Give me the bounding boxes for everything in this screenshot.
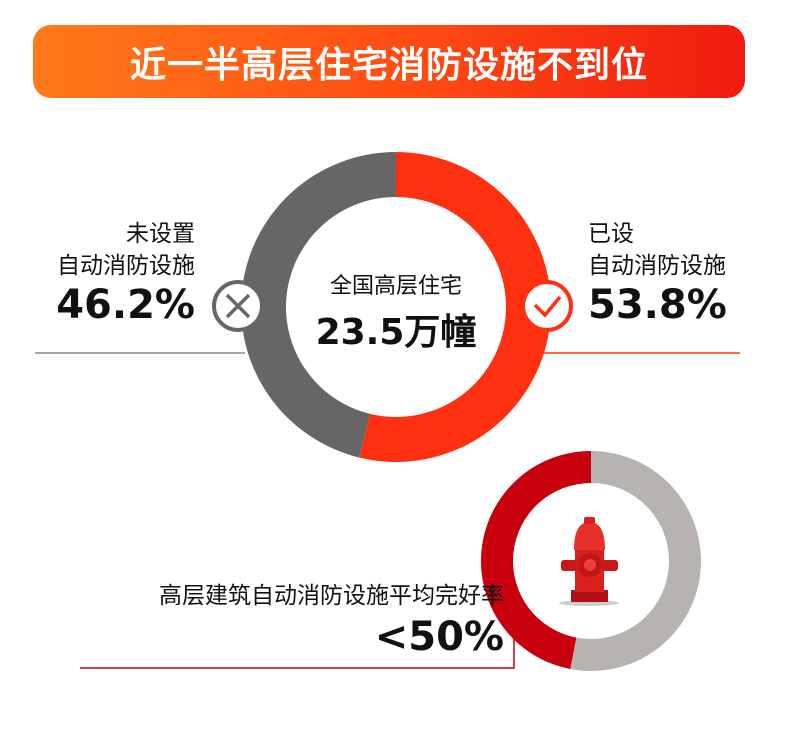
bottom-divider [80, 632, 515, 669]
cross-icon [212, 280, 264, 332]
check-icon [521, 280, 573, 332]
donut-slice-1 [241, 152, 396, 458]
legend-installed: 已设 自动消防设施 53.8% [588, 218, 788, 328]
donut-center-label: 全国高层住宅 [329, 274, 462, 299]
donut-main [241, 152, 552, 462]
donut-slice-1 [570, 451, 702, 671]
title: 近一半高层住宅消防设施不到位 [129, 44, 648, 86]
donut-slice-0 [481, 451, 591, 670]
legend-value: 46.2% [56, 282, 195, 328]
legend-label-line2: 自动消防设施 [588, 253, 726, 279]
fire-hydrant-icon [559, 517, 619, 606]
legend-label-line2: 自动消防设施 [57, 253, 195, 279]
intact-rate-legend: 高层建筑自动消防设施平均完好率 <50% [60, 580, 504, 660]
legend-not-installed: 未设置 自动消防设施 46.2% [20, 218, 195, 328]
donut-center-value: 23.5万幢 [315, 312, 477, 353]
title-banner: 近一半高层住宅消防设施不到位 [33, 25, 745, 98]
intact-rate-label: 高层建筑自动消防设施平均完好率 [159, 583, 504, 609]
donut-intact-rate [481, 451, 702, 671]
legend-label-line1: 已设 [588, 221, 634, 247]
donut-slice-0 [359, 152, 552, 462]
legend-value: 53.8% [588, 282, 727, 328]
intact-rate-value: <50% [374, 614, 504, 660]
legend-label-line1: 未设置 [126, 221, 195, 247]
